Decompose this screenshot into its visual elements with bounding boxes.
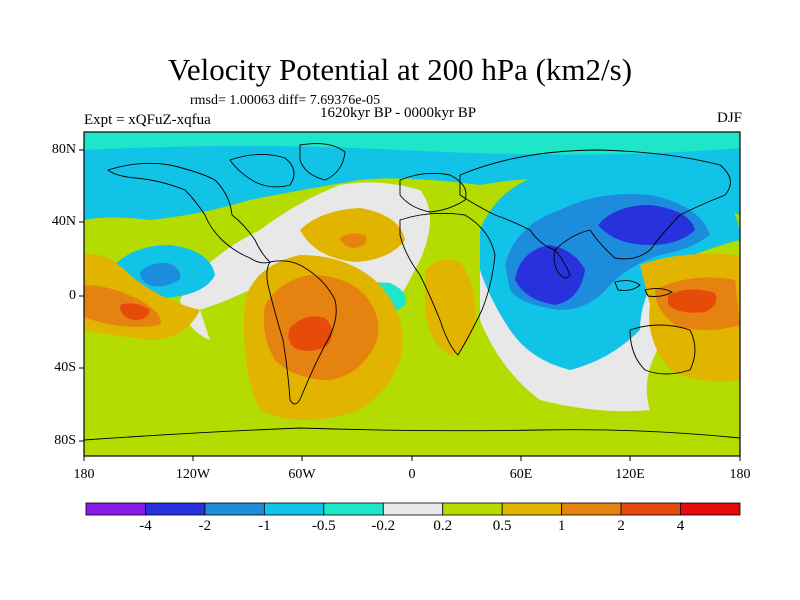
- lat-ticks: [79, 149, 84, 442]
- colorbar-swatch: [85, 502, 146, 516]
- colorbar-label: -4: [139, 518, 152, 534]
- colorbar-label: 2: [617, 518, 625, 534]
- lon-ticks: [83, 456, 741, 461]
- colorbar-label: 4: [676, 518, 685, 534]
- map-title: Velocity Potential at 200 hPa (km2/s): [167, 52, 633, 87]
- lon-label-120e: 120E: [615, 467, 645, 482]
- lon-label-60w: 60W: [288, 467, 316, 482]
- contour-field: [84, 132, 740, 456]
- colorbar-label: -0.2: [371, 518, 396, 534]
- colorbar-label: -0.5: [311, 518, 336, 534]
- rmsd-stats: rmsd= 1.00063 diff= 7.69376e-05: [190, 93, 381, 108]
- lon-label-180e: 180: [729, 467, 751, 482]
- lat-label-40n: 40N: [51, 214, 76, 229]
- colorbar-label: 0.5: [492, 518, 512, 534]
- lat-label-0: 0: [69, 288, 76, 303]
- lon-label-60e: 60E: [509, 467, 533, 482]
- lat-label-80s: 80S: [54, 433, 76, 448]
- colorbar-label: -2: [198, 518, 212, 534]
- lon-label-120w: 120W: [175, 467, 211, 482]
- colorbar-label: 0.2: [433, 518, 453, 534]
- colorbar-swatch: [323, 502, 384, 516]
- colorbar-swatch: [501, 502, 563, 516]
- colorbar-label: -1: [258, 518, 271, 534]
- colorbar-swatch: [204, 502, 265, 516]
- colorbar-swatch: [263, 502, 325, 516]
- coastlines: [84, 143, 740, 441]
- period-label: 1620kyr BP - 0000kyr BP: [320, 105, 477, 121]
- colorbar-label: 1: [557, 518, 566, 534]
- colorbar-swatch: [680, 502, 741, 516]
- season-label: DJF: [716, 110, 742, 126]
- lon-label-0: 0: [408, 467, 416, 482]
- colorbar: [85, 502, 741, 516]
- colorbar-swatch: [145, 502, 206, 516]
- lat-label-40s: 40S: [54, 360, 76, 375]
- lon-label-180w: 180: [73, 467, 95, 482]
- colorbar-swatch: [620, 502, 681, 516]
- colorbar-swatch: [561, 502, 622, 516]
- colorbar-swatch: [382, 502, 444, 516]
- lat-label-80n: 80N: [51, 142, 76, 157]
- experiment-label: Expt = xQFuZ-xqfua: [84, 112, 211, 128]
- colorbar-swatch: [442, 502, 503, 516]
